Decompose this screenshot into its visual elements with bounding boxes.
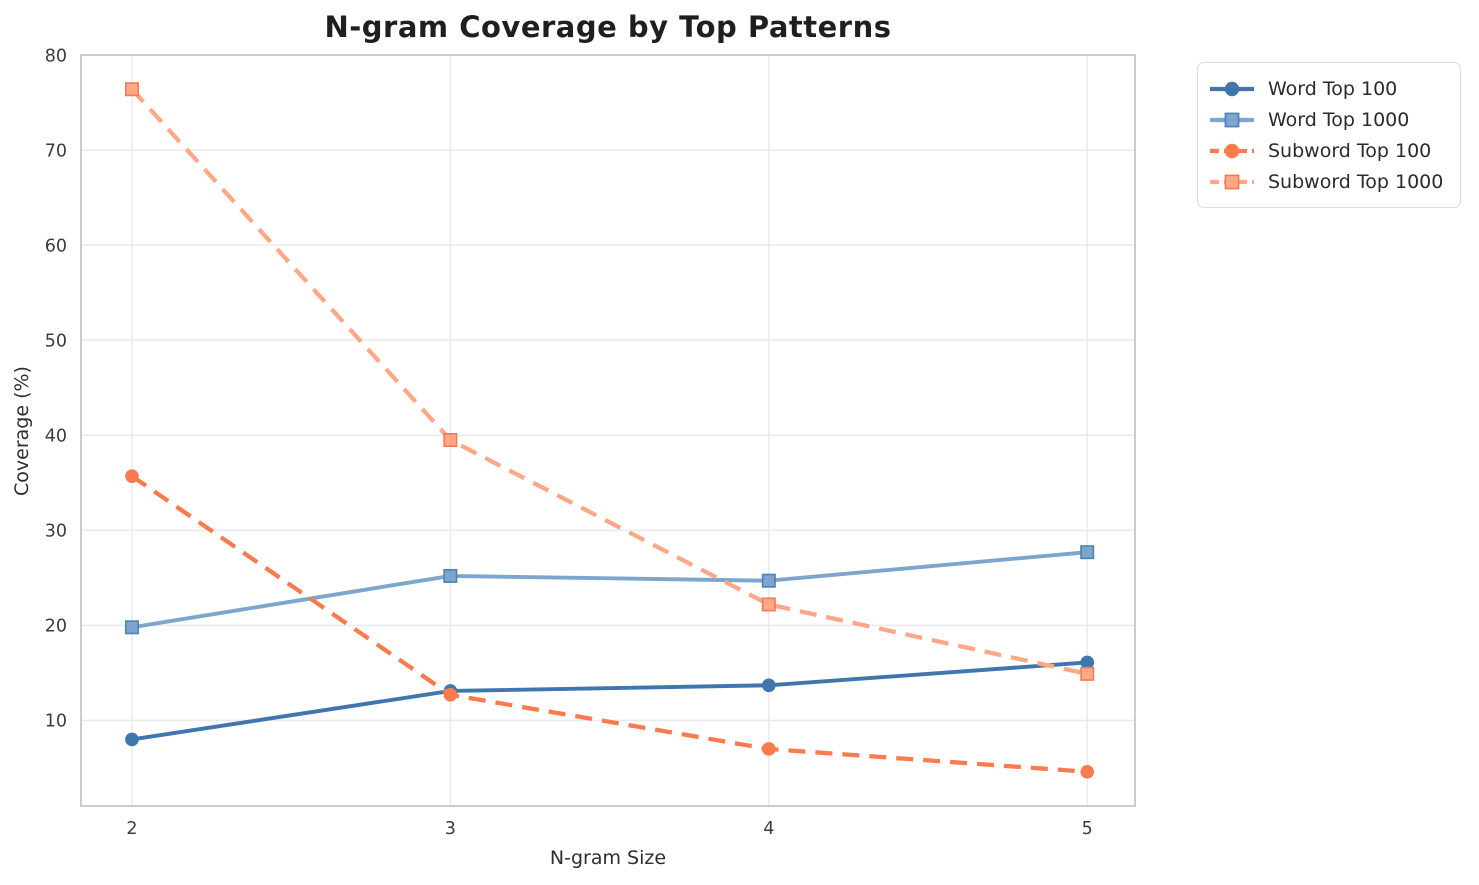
legend-item-subword-top-1000: Subword Top 1000	[1208, 166, 1446, 197]
data-point-marker	[1080, 764, 1095, 779]
y-tick-label: 10	[45, 712, 67, 732]
legend-item-word-top-1000: Word Top 1000	[1208, 104, 1446, 135]
chart-title: N-gram Coverage by Top Patterns	[324, 10, 892, 44]
series-line-word-top-100	[131, 660, 1088, 742]
y-axis-label: Coverage (%)	[11, 366, 33, 496]
x-tick-label: 3	[445, 819, 456, 839]
data-point-marker	[1080, 545, 1095, 560]
data-point-marker	[762, 678, 776, 693]
axes-spines	[80, 54, 1136, 807]
data-point-marker	[1080, 666, 1095, 681]
legend: Word Top 100 Word Top 1000 Subword Top 100…	[1197, 62, 1461, 208]
data-point-marker	[761, 597, 776, 612]
data-point-marker	[124, 620, 139, 635]
y-tick-label: 60	[45, 236, 67, 256]
legend-label: Subword Top 100	[1268, 139, 1432, 162]
series-line-subword-top-100	[130, 474, 1088, 774]
x-tick-label: 5	[1082, 819, 1093, 839]
data-point-marker	[762, 742, 776, 756]
y-tick-label: 20	[45, 617, 67, 637]
legend-item-subword-top-100: Subword Top 100	[1208, 135, 1446, 166]
data-point-marker	[443, 687, 458, 702]
legend-item-word-top-100: Word Top 100	[1208, 73, 1446, 104]
x-tick-label: 2	[126, 819, 137, 839]
y-tick-label: 40	[45, 427, 67, 447]
solid-line-square-marker-icon	[1210, 112, 1254, 127]
series-line-subword-top-1000	[130, 87, 1088, 676]
data-point-marker	[761, 573, 776, 588]
data-point-marker	[125, 732, 139, 747]
data-point-marker	[124, 82, 139, 97]
legend-label: Word Top 1000	[1268, 108, 1410, 131]
y-tick-label: 80	[45, 46, 67, 66]
data-point-marker	[443, 433, 458, 448]
legend-label: Word Top 100	[1268, 77, 1398, 100]
y-tick-label: 50	[45, 331, 67, 351]
dashed-line-square-marker-icon	[1210, 174, 1254, 189]
legend-label: Subword Top 1000	[1268, 170, 1444, 193]
series-line-word-top-1000	[131, 550, 1088, 630]
solid-line-circle-marker-icon	[1210, 81, 1254, 96]
data-point-marker	[125, 469, 139, 483]
data-point-marker	[1080, 655, 1095, 670]
data-point-marker	[443, 568, 458, 583]
dashed-line-circle-marker-icon	[1210, 143, 1254, 158]
x-axis-label: N-gram Size	[549, 847, 667, 869]
y-tick-label: 70	[45, 141, 67, 161]
y-tick-label: 30	[45, 522, 67, 542]
x-tick-label: 4	[763, 819, 774, 839]
